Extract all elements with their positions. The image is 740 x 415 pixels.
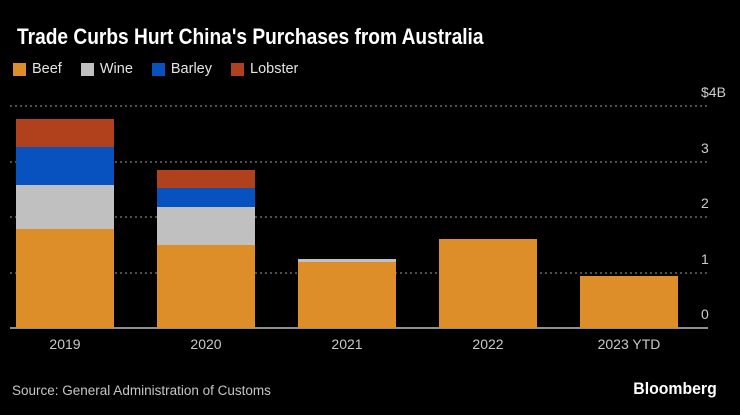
legend: Beef Wine Barley Lobster	[13, 61, 298, 77]
bar-segment-2023-ytd-beef	[580, 275, 678, 328]
bar-segment-2019-lobster	[16, 119, 114, 148]
gridline-4	[10, 105, 708, 108]
legend-item-wine: Wine	[80, 61, 133, 77]
bar-segment-2020-lobster	[157, 170, 255, 188]
bloomberg-logo: Bloomberg	[633, 379, 717, 398]
bar-segment-2021-beef	[298, 262, 396, 328]
legend-swatch-wine	[80, 62, 94, 76]
source-note: Source: General Administration of Custom…	[12, 383, 271, 398]
legend-item-beef: Beef	[13, 61, 62, 77]
bar-segment-2019-barley	[16, 147, 114, 186]
x-axis-baseline	[10, 327, 708, 329]
legend-swatch-barley	[151, 62, 165, 76]
y-axis-label-3: 3	[701, 139, 709, 156]
x-axis-label-2022: 2022	[472, 336, 504, 352]
gridline-2	[10, 216, 708, 219]
bar-segment-2020-barley	[157, 187, 255, 208]
y-axis-label-2: 2	[701, 195, 709, 212]
gridline-3	[10, 160, 708, 163]
bar-segment-2021-wine	[298, 258, 396, 263]
x-axis-label-2021: 2021	[331, 336, 363, 352]
legend-item-lobster: Lobster	[231, 61, 298, 77]
x-axis-label-2023-ytd: 2023 YTD	[597, 336, 661, 352]
bar-segment-2019-beef	[16, 229, 114, 328]
x-axis-label-2020: 2020	[190, 336, 222, 352]
bar-segment-2020-wine	[157, 207, 255, 245]
legend-item-barley: Barley	[151, 61, 212, 77]
legend-label-wine: Wine	[99, 61, 133, 77]
legend-label-beef: Beef	[32, 61, 62, 77]
bar-segment-2020-beef	[157, 244, 255, 328]
y-axis-label-1: 1	[701, 250, 709, 267]
legend-swatch-beef	[13, 62, 26, 76]
bar-segment-2019-wine	[16, 185, 114, 230]
y-axis-label-4: $4B	[701, 84, 726, 101]
bar-segment-2022-beef	[439, 238, 537, 328]
x-axis-label-2019: 2019	[49, 336, 81, 352]
legend-label-barley: Barley	[170, 61, 212, 77]
legend-label-lobster: Lobster	[250, 61, 299, 77]
legend-swatch-lobster	[231, 62, 244, 76]
chart-title: Trade Curbs Hurt China's Purchases from …	[17, 24, 484, 49]
y-axis-label-0: 0	[701, 306, 709, 322]
